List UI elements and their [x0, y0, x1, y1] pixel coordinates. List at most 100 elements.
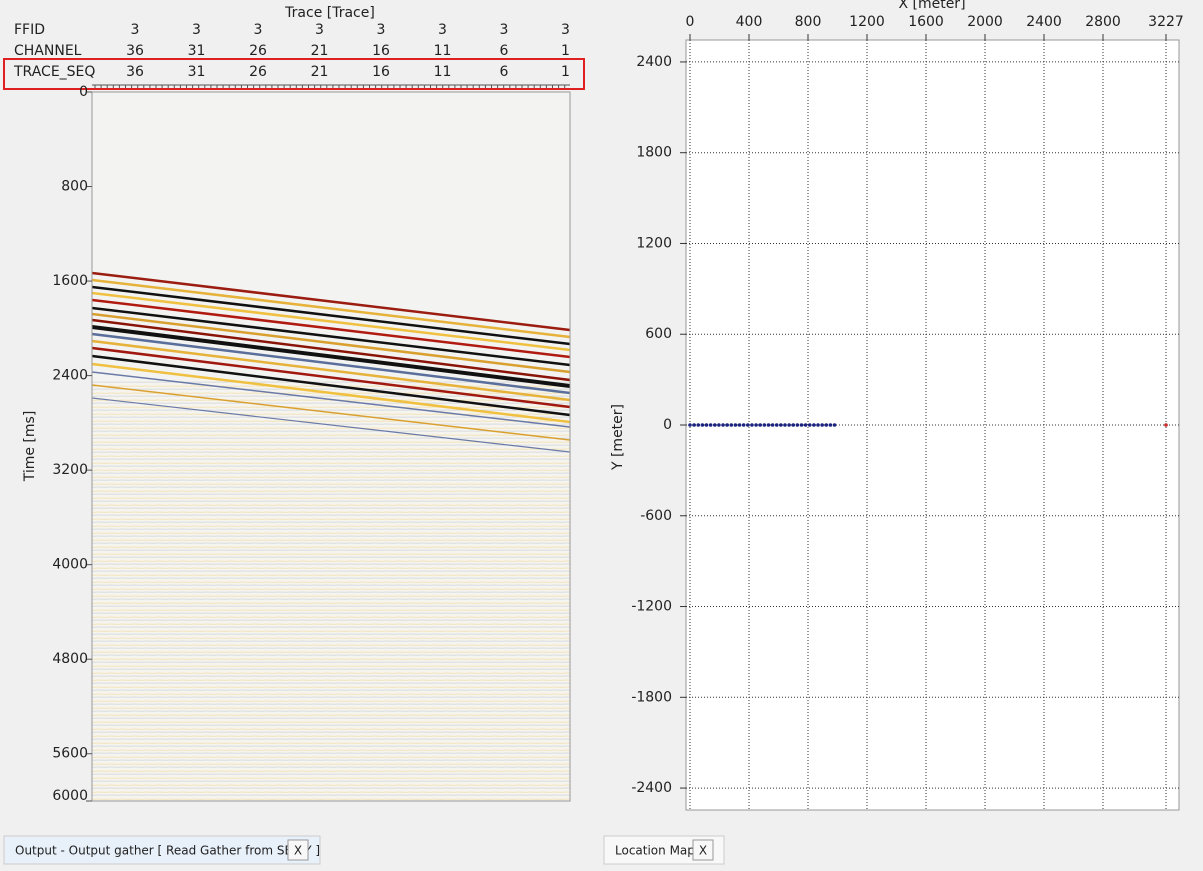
tab-label: Output - Output gather [ Read Gather fro…	[15, 844, 320, 858]
header-value: 31	[188, 43, 206, 59]
x-tick-label: 2000	[967, 14, 1003, 30]
y-tick-label: -1200	[631, 599, 672, 615]
receiver-point	[824, 423, 829, 427]
receiver-point	[799, 423, 804, 427]
header-row-name: CHANNEL	[14, 43, 82, 59]
header-value: 3	[131, 22, 140, 38]
x-axis-label: X [meter]	[898, 0, 965, 12]
receiver-point	[700, 423, 705, 427]
receiver-point	[717, 423, 721, 427]
receiver-point	[750, 423, 754, 427]
receiver-point	[832, 423, 837, 427]
receiver-point	[770, 423, 775, 427]
receiver-point	[779, 423, 783, 427]
y-tick-label: 0	[663, 417, 672, 433]
header-value: 11	[434, 64, 452, 80]
h-scrollbar[interactable]	[92, 803, 570, 817]
y-tick-label: 1200	[636, 235, 672, 251]
y-tick-label: -1800	[631, 689, 672, 705]
header-value: 26	[249, 64, 267, 80]
receiver-point	[791, 423, 796, 427]
seismic-events	[91, 271, 571, 453]
header-row-name: FFID	[14, 22, 45, 38]
x-tick-label: 0	[686, 14, 695, 30]
header-value: 1	[561, 64, 570, 80]
header-value: 3	[377, 22, 386, 38]
header-value: 3	[438, 22, 447, 38]
y-tick-label: 4800	[52, 651, 88, 667]
header-value: 11	[434, 43, 452, 59]
tab-label: Location Map	[615, 844, 695, 858]
receiver-point	[708, 423, 713, 427]
receiver-point	[807, 423, 812, 427]
header-value: 36	[126, 64, 144, 80]
receiver-point	[721, 423, 725, 427]
y-tick-label: 2400	[52, 368, 88, 384]
h-scrollbar[interactable]	[690, 812, 1179, 826]
seismic-frame	[91, 91, 571, 802]
x-tick-label: 2800	[1085, 14, 1121, 30]
trace-axis-title: Trace [Trace]	[284, 5, 375, 21]
y-tick-label: 3200	[52, 462, 88, 478]
y-tick-label: -2400	[631, 780, 672, 796]
header-value: 3	[561, 22, 570, 38]
v-scrollbar[interactable]	[572, 92, 586, 801]
header-value: 3	[500, 22, 509, 38]
header-value: 31	[188, 64, 206, 80]
source-point	[1164, 423, 1168, 427]
receiver-point	[704, 423, 709, 427]
receiver-point	[828, 423, 833, 427]
header-value: 6	[500, 43, 509, 59]
header-value: 16	[372, 64, 390, 80]
x-tick-label: 1200	[849, 14, 885, 30]
receiver-point	[754, 423, 758, 427]
y-tick-label: 1800	[636, 145, 672, 161]
x-tick-label: 1600	[908, 14, 944, 30]
y-tick-label: -600	[640, 508, 672, 524]
receiver-point	[741, 423, 746, 427]
receiver-point	[688, 423, 692, 427]
header-value: 26	[249, 43, 267, 59]
y-tick-label: 2400	[636, 54, 672, 70]
close-label: X	[294, 844, 302, 858]
x-tick-label: 3227	[1148, 14, 1184, 30]
x-tick-label: 800	[795, 14, 822, 30]
x-tick-label: 2400	[1026, 14, 1062, 30]
receiver-point	[696, 423, 701, 427]
header-value: 3	[254, 22, 263, 38]
receiver-point	[725, 423, 729, 427]
header-row-name: TRACE_SEQ	[13, 64, 95, 80]
receiver-point	[774, 423, 779, 427]
receiver-point	[787, 423, 791, 427]
receiver-point	[692, 423, 696, 427]
receiver-point	[803, 423, 808, 427]
header-value: 3	[192, 22, 201, 38]
receiver-point	[783, 423, 787, 427]
x-tick-label: 400	[736, 14, 763, 30]
y-tick-label: 1600	[52, 273, 88, 289]
header-value: 3	[315, 22, 324, 38]
header-value: 36	[126, 43, 144, 59]
receiver-point	[758, 423, 763, 427]
receiver-point	[762, 423, 767, 427]
v-scrollbar[interactable]	[1181, 40, 1195, 810]
receiver-point	[746, 423, 750, 427]
close-button[interactable]	[692, 839, 714, 861]
y-tick-label: 600	[645, 326, 672, 342]
receiver-point	[712, 423, 717, 427]
receiver-point	[737, 423, 742, 427]
y-tick-label: 6000	[52, 788, 88, 804]
header-value: 1	[561, 43, 570, 59]
receiver-point	[733, 423, 738, 427]
y-tick-label: 800	[61, 179, 88, 195]
tab[interactable]	[3, 835, 321, 865]
seismic-noise	[92, 380, 570, 801]
receiver-point	[795, 423, 800, 427]
close-button[interactable]	[287, 839, 309, 861]
header-value: 21	[311, 43, 329, 59]
highlight-box	[3, 58, 585, 90]
receiver-point	[812, 423, 816, 427]
header-value: 16	[372, 43, 390, 59]
